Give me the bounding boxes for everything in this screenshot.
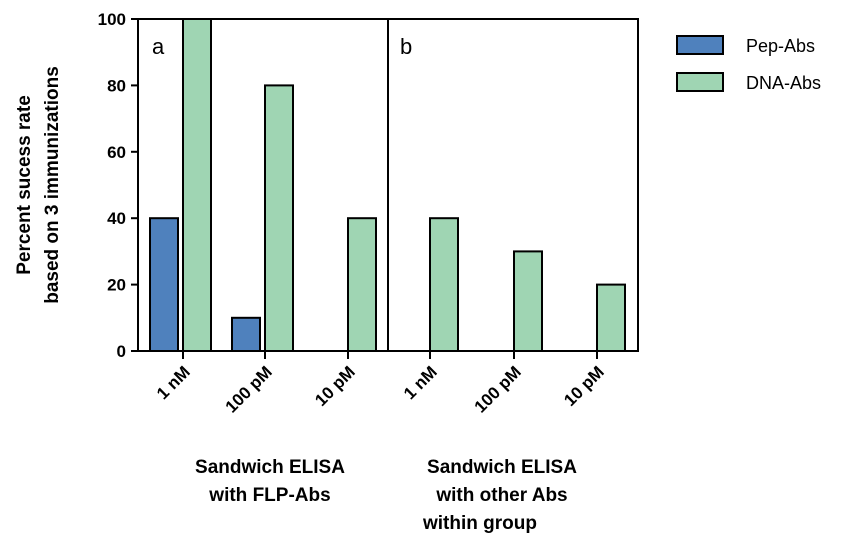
bars-layer	[149, 18, 626, 353]
group-label-b-line2: with other Abs	[435, 485, 567, 506]
bar-dna-abs-3	[429, 217, 459, 352]
x-tick-label: 1 nM	[400, 362, 441, 403]
group-label-b-line3: within group	[422, 513, 537, 534]
bar-pep-abs-0	[149, 217, 179, 352]
group-label-b-line1: Sandwich ELISA	[427, 457, 577, 478]
bar-dna-abs-2	[347, 217, 377, 352]
bar-dna-abs-5	[596, 283, 626, 353]
x-tick-label: 1 nM	[153, 362, 194, 403]
y-tick-label: 20	[107, 276, 126, 295]
y-tick-label: 60	[107, 143, 126, 162]
bar-pep-abs-1	[231, 316, 261, 352]
y-axis-title-line2: based on 3 immunizations	[42, 66, 63, 304]
y-axis-title-line1: Percent sucess rate	[14, 95, 35, 275]
panel-label-b: b	[400, 34, 412, 59]
group-label-a-line2: with FLP-Abs	[208, 485, 330, 506]
legend: Pep-Abs DNA-Abs	[676, 35, 821, 93]
x-tick-label: 100 pM	[222, 362, 276, 416]
legend-label-dna-abs: DNA-Abs	[746, 73, 821, 93]
bar-dna-abs-4	[513, 250, 543, 352]
x-tick-label: 100 pM	[471, 362, 525, 416]
group-label-a-line1: Sandwich ELISA	[195, 457, 345, 478]
x-tick-label: 10 pM	[311, 362, 359, 410]
y-tick-label: 80	[107, 76, 126, 95]
bar-dna-abs-1	[264, 84, 294, 353]
bar-dna-abs-0	[182, 18, 212, 352]
legend-swatch-pep-abs	[676, 35, 724, 55]
x-tick-label: 10 pM	[560, 362, 608, 410]
plot-area: 0 20 40 60 80 100 1 nM 100 pM 10 pM 1 nM 100 pM 10 …	[98, 10, 639, 417]
y-tick-label: 40	[107, 209, 126, 228]
y-tick-label: 0	[117, 342, 126, 361]
y-tick-label: 100	[98, 10, 126, 29]
panel-label-a: a	[152, 34, 165, 59]
legend-label-pep-abs: Pep-Abs	[746, 36, 815, 56]
legend-swatch-dna-abs	[676, 72, 724, 92]
